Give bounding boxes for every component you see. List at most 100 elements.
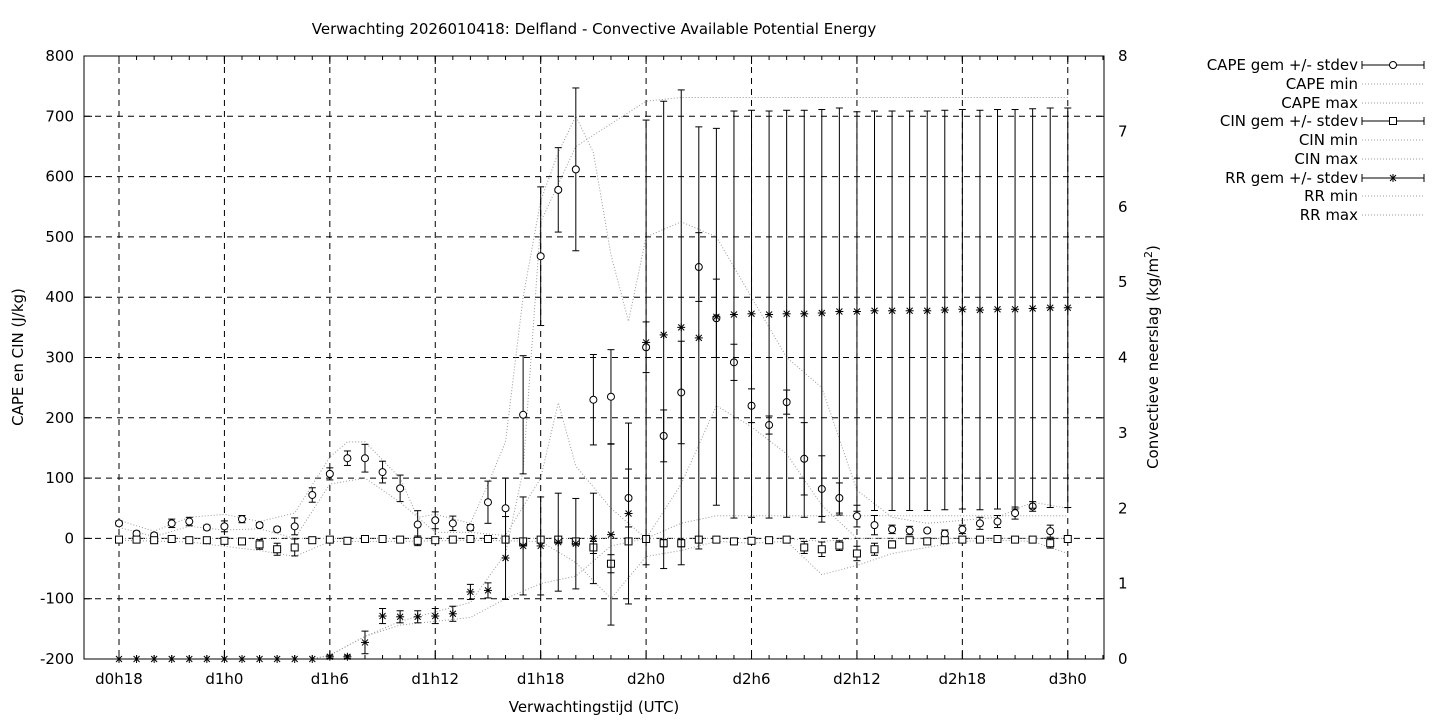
cape-marker (519, 410, 528, 419)
y-tick-label: -100 (40, 590, 74, 608)
rr-marker (712, 312, 721, 321)
y-axis-label: CAPE en CIN (J/kg) (9, 288, 27, 426)
cin-marker (782, 535, 791, 544)
cin-marker (888, 540, 897, 549)
cin-marker (255, 540, 264, 549)
rr-marker (448, 609, 457, 618)
rr-marker-stroke (923, 307, 931, 315)
y2-tick-label: 2 (1118, 499, 1128, 517)
rr-marker (888, 306, 897, 315)
cin-marker (1028, 535, 1037, 544)
cape-marker (1011, 509, 1020, 518)
y2-tick-label: 5 (1118, 273, 1128, 291)
rr-marker (852, 307, 861, 316)
rr-marker-stroke (1011, 305, 1019, 313)
cape-marker (501, 504, 510, 513)
rr-marker-stroke (941, 306, 949, 314)
cin-marker (1011, 535, 1020, 544)
legend-label: CAPE min (1285, 74, 1358, 93)
rr-marker-stroke (484, 587, 492, 594)
cin-marker (1046, 539, 1055, 548)
y2-axis-label: Convectieve neerslag (kg/m2) (1142, 245, 1162, 469)
cin-marker (343, 536, 352, 545)
cape-marker (202, 523, 211, 532)
legend-label: RR max (1299, 206, 1358, 224)
rr-marker (1028, 304, 1037, 313)
cape-marker (870, 521, 879, 530)
rr-marker (800, 309, 809, 318)
y2-tick-label: 8 (1118, 47, 1128, 65)
y-tick-label: 700 (45, 107, 74, 125)
cin-marker (466, 535, 475, 544)
x-tick-label: d1h0 (205, 670, 243, 688)
y2-axis-label-main: Convectieve neerslag (kg/m (1144, 258, 1162, 469)
rr-marker-stroke (414, 613, 422, 621)
legend-sample (1362, 83, 1424, 85)
rr-marker-stroke (554, 538, 562, 546)
rr-marker-stroke (642, 339, 650, 346)
legend-entry: RR gem +/- stdev (1130, 169, 1430, 188)
rr-marker (501, 553, 510, 562)
cape-marker (923, 526, 932, 535)
cape-marker (1389, 61, 1397, 69)
rr-marker (993, 305, 1002, 314)
rr-marker (642, 338, 651, 347)
cape-marker (360, 454, 369, 463)
y2-tick-label: 6 (1118, 198, 1128, 216)
cin-marker (800, 543, 809, 552)
cape-marker (396, 484, 405, 493)
cape-marker (167, 519, 176, 528)
x-tick-label: d1h12 (411, 670, 459, 688)
x-tick-label: d1h6 (311, 670, 349, 688)
rr-marker (817, 309, 826, 318)
cin-marker (975, 535, 984, 544)
cape-marker (237, 515, 246, 524)
legend-entry: CIN min (1130, 131, 1430, 150)
cape-marker (413, 520, 422, 529)
cin-marker (431, 536, 440, 545)
cin-marker (150, 536, 159, 545)
rr-marker-stroke (449, 610, 457, 618)
grid (84, 56, 1104, 659)
cape-marker (940, 529, 949, 538)
rr-marker-stroke (730, 311, 738, 318)
x-axis-label: Verwachtingstijd (UTC) (509, 698, 680, 716)
series-cape-max (118, 115, 1068, 532)
cin-marker (185, 536, 194, 545)
legend: CAPE gem +/- stdev CAPE min CAPE max CIN ge… (1130, 56, 1430, 225)
rr-marker (571, 539, 580, 548)
cin-marker (448, 535, 457, 544)
series-cin-max (119, 537, 1068, 542)
cin-marker (167, 535, 176, 544)
rr-marker-stroke (695, 334, 703, 342)
cin-marker (958, 535, 967, 544)
legend-entry: CIN max (1130, 150, 1430, 169)
cin-marker (747, 536, 756, 545)
cin-marker (905, 536, 914, 545)
rr-marker (589, 534, 598, 543)
rr-marker-stroke (607, 531, 615, 538)
rr-marker (782, 309, 791, 318)
legend-sample (1362, 139, 1424, 141)
rr-marker (975, 306, 984, 315)
rr-marker-stroke (625, 510, 632, 517)
legend-entry: CAPE gem +/- stdev (1130, 56, 1430, 75)
rr-marker (396, 612, 405, 621)
legend-entry: CAPE min (1130, 75, 1430, 94)
rr-marker (360, 638, 369, 647)
cape-marker (483, 498, 492, 507)
rr-marker (554, 538, 563, 547)
legend-label: CIN min (1298, 131, 1358, 149)
rr-marker (835, 307, 844, 316)
rr-marker (870, 306, 879, 315)
y2-tick-label: 3 (1118, 424, 1128, 442)
cin-marker (396, 535, 405, 544)
cape-marker (958, 525, 967, 534)
y-tick-label: 200 (45, 409, 74, 427)
chart-title: Verwachting 2026010418: Delfland - Conve… (312, 20, 877, 38)
rr-marker-stroke (871, 307, 878, 315)
cin-marker (852, 549, 861, 558)
x-tick-label: d3h0 (1049, 670, 1087, 688)
rr-marker (765, 310, 774, 319)
rr-marker (413, 612, 422, 621)
